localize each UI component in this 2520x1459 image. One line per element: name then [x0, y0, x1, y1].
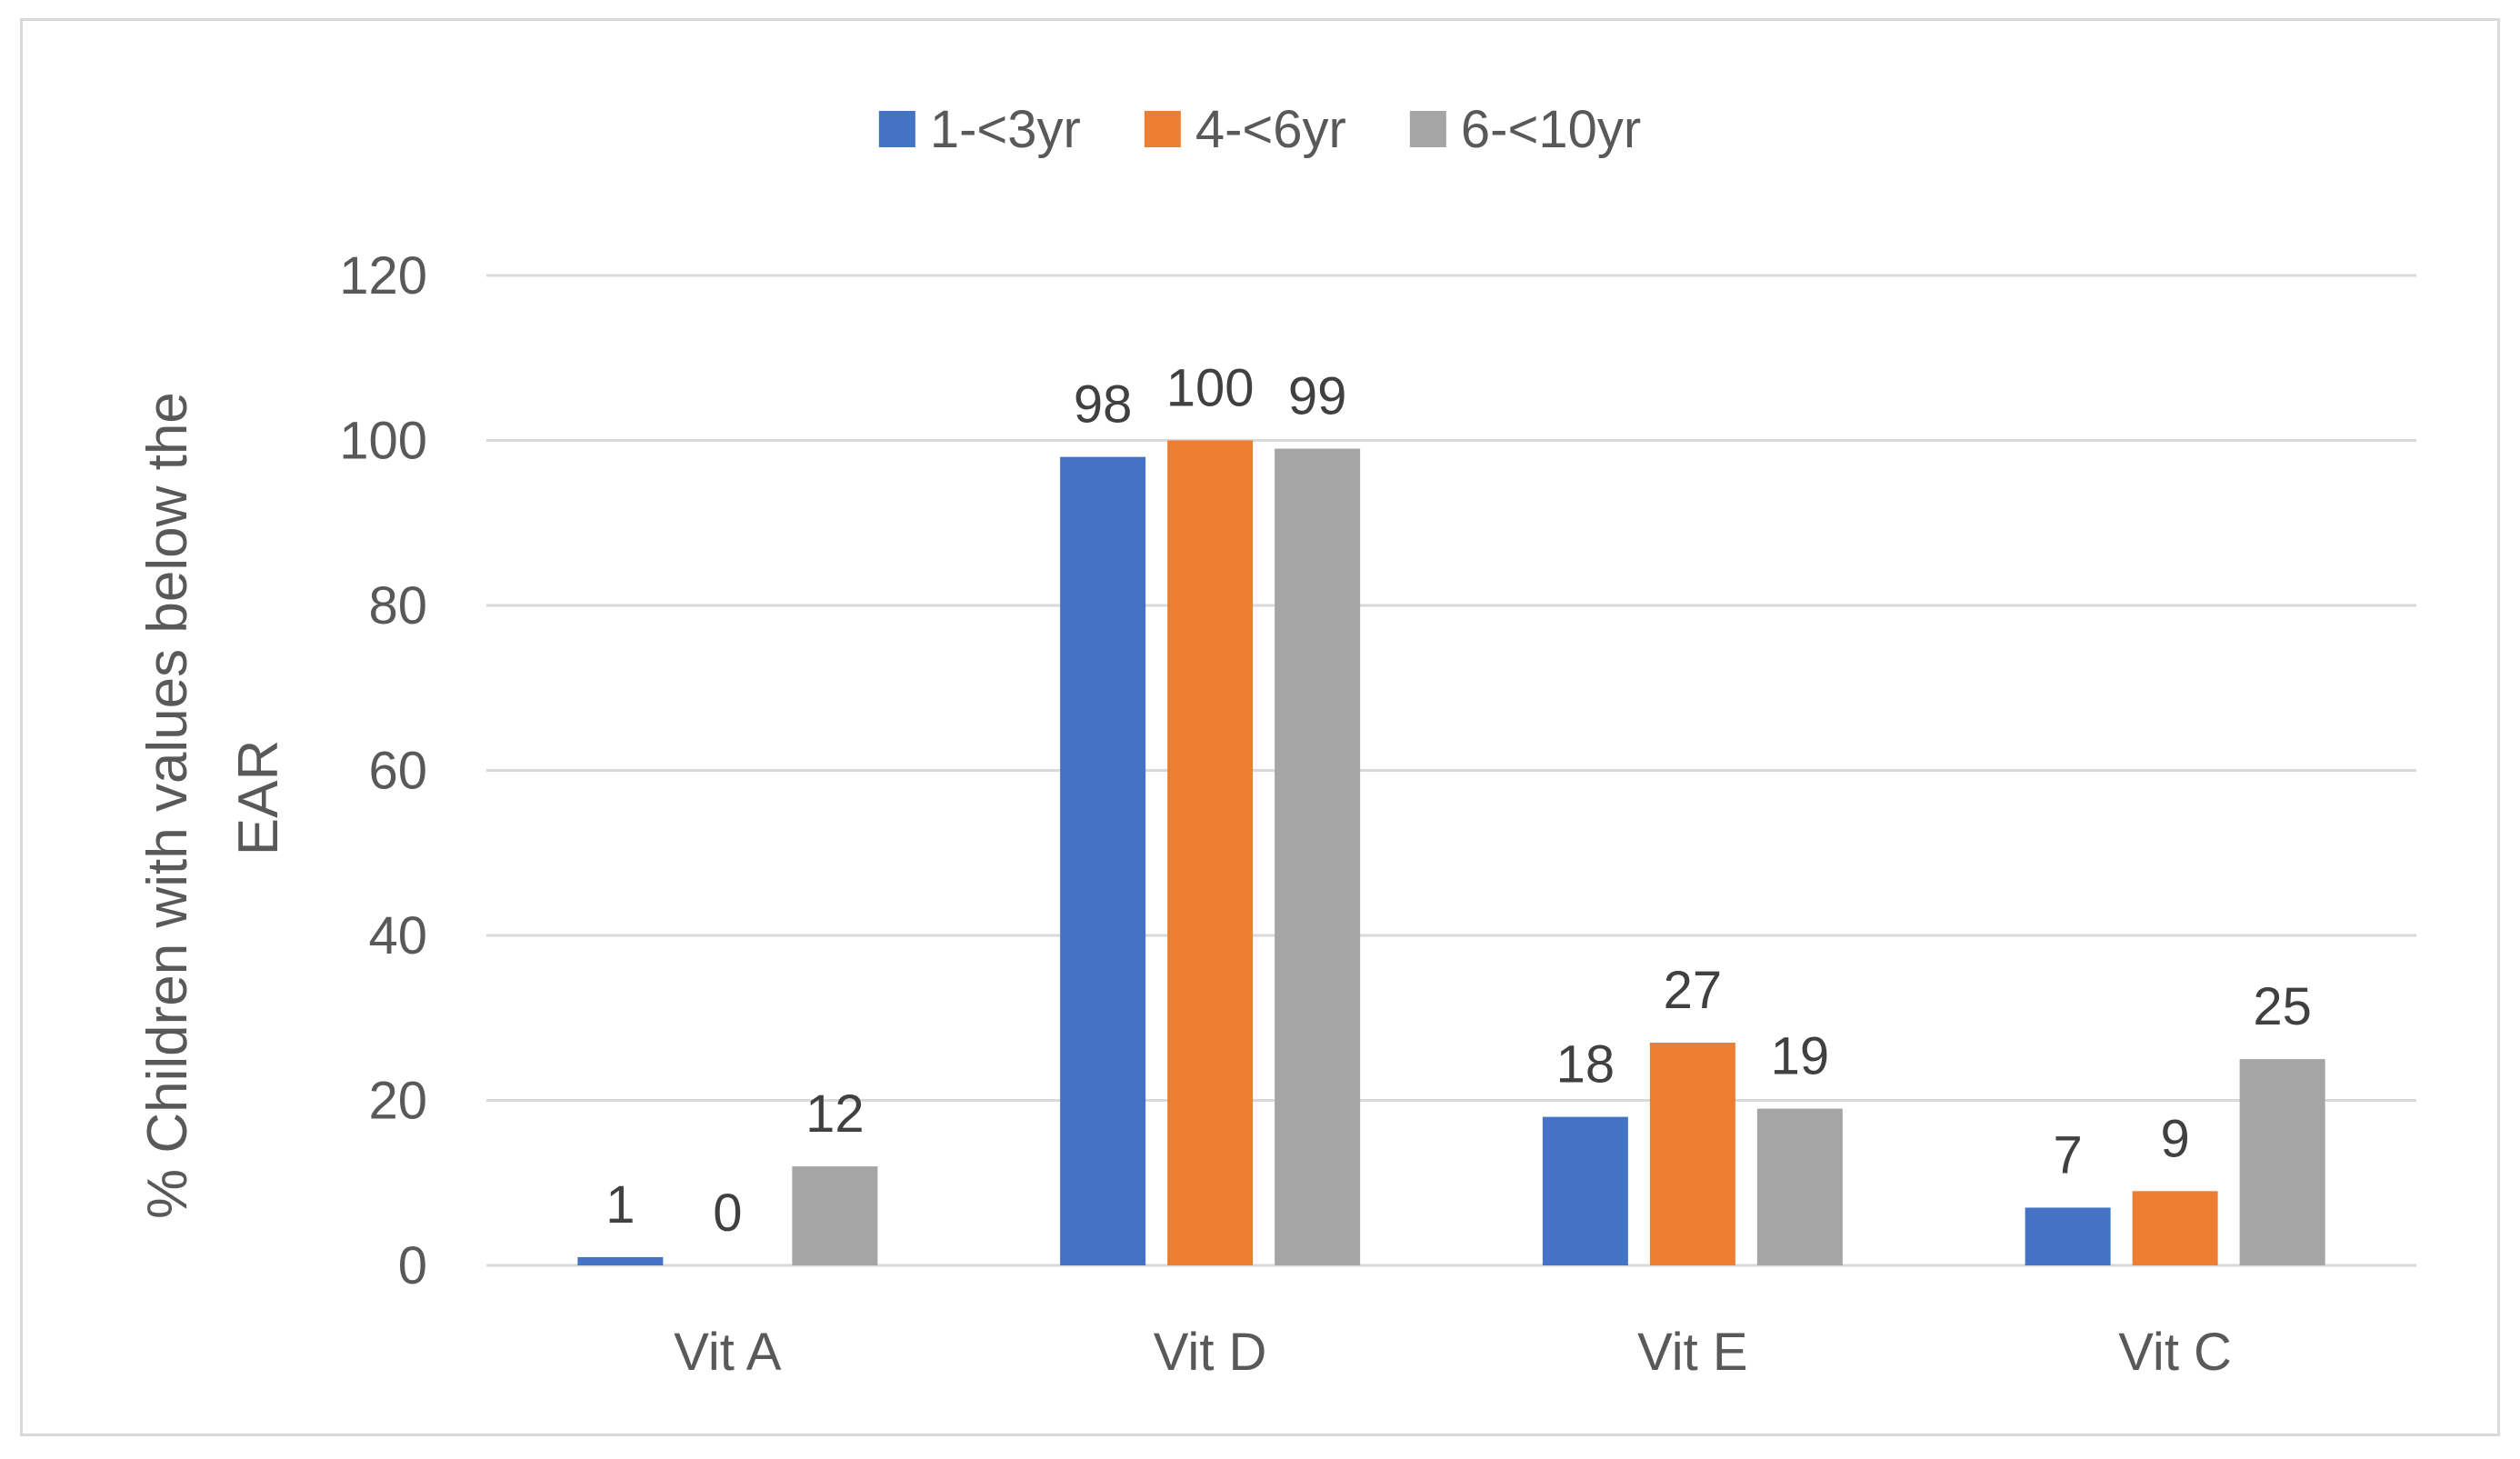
bar-vit-a-2 — [792, 1166, 878, 1265]
data-label: 100 — [1166, 359, 1255, 418]
data-label: 27 — [1664, 961, 1723, 1020]
legend-label: 1-<3yr — [930, 100, 1081, 159]
bar-vit-d-2 — [1275, 448, 1361, 1265]
legend-label: 6-<10yr — [1461, 100, 1641, 159]
data-label: 7 — [2053, 1125, 2082, 1184]
x-tick-label: Vit A — [674, 1323, 782, 1382]
data-label: 98 — [1074, 375, 1133, 435]
bar-vit-d-0 — [1060, 456, 1146, 1265]
bar-vit-c-1 — [2132, 1191, 2218, 1265]
legend-swatch — [1409, 111, 1446, 147]
data-labels: 1 0 12 98 100 99 18 27 19 7 9 25 — [605, 359, 2312, 1244]
x-tick-label: Vit D — [1154, 1323, 1267, 1382]
legend-item: 4-<6yr — [1144, 100, 1346, 159]
data-label: 1 — [605, 1175, 635, 1234]
y-tick-label: 40 — [368, 906, 427, 965]
legend-swatch — [878, 111, 915, 147]
data-label: 99 — [1288, 367, 1347, 426]
y-tick-label: 120 — [339, 246, 427, 305]
legend-swatch — [1144, 111, 1181, 147]
gridlines — [486, 274, 2416, 1267]
x-axis-ticks: Vit A Vit D Vit E Vit C — [674, 1323, 2232, 1382]
bar-vit-d-1 — [1167, 440, 1254, 1265]
bar-vit-a-0 — [577, 1256, 664, 1265]
legend: 1-<3yr 4-<6yr 6-<10yr — [878, 100, 1641, 159]
y-tick-label: 80 — [368, 576, 427, 635]
legend-item: 1-<3yr — [878, 100, 1081, 159]
y-tick-label: 0 — [398, 1236, 427, 1295]
y-tick-label: 20 — [368, 1072, 427, 1131]
data-label: 19 — [1771, 1027, 1830, 1086]
chart-frame — [20, 18, 2500, 1436]
y-axis-title-line-2: EAR — [227, 740, 290, 855]
y-tick-label: 60 — [368, 742, 427, 801]
bar-vit-e-0 — [1542, 1116, 1628, 1265]
x-tick-label: Vit C — [2118, 1323, 2232, 1382]
y-tick-label: 100 — [339, 412, 427, 471]
legend-item: 6-<10yr — [1409, 100, 1641, 159]
bar-vit-e-1 — [1649, 1042, 1735, 1265]
y-axis-title-line-1: % Children with values below the — [136, 392, 199, 1219]
bar-vit-c-0 — [2025, 1207, 2111, 1265]
x-tick-label: Vit E — [1637, 1323, 1747, 1382]
bars — [577, 440, 2325, 1265]
y-axis-title: % Children with values below the EAR — [136, 376, 290, 1219]
legend-label: 4-<6yr — [1195, 100, 1346, 159]
data-label: 9 — [2160, 1109, 2189, 1168]
data-label: 18 — [1556, 1035, 1615, 1094]
bar-vit-e-2 — [1756, 1108, 1843, 1265]
bar-vit-c-2 — [2239, 1059, 2325, 1265]
y-axis-ticks: 0 20 40 60 80 100 120 — [339, 246, 427, 1295]
data-label: 12 — [805, 1084, 865, 1144]
data-label: 25 — [2253, 977, 2312, 1036]
data-label: 0 — [713, 1184, 742, 1243]
